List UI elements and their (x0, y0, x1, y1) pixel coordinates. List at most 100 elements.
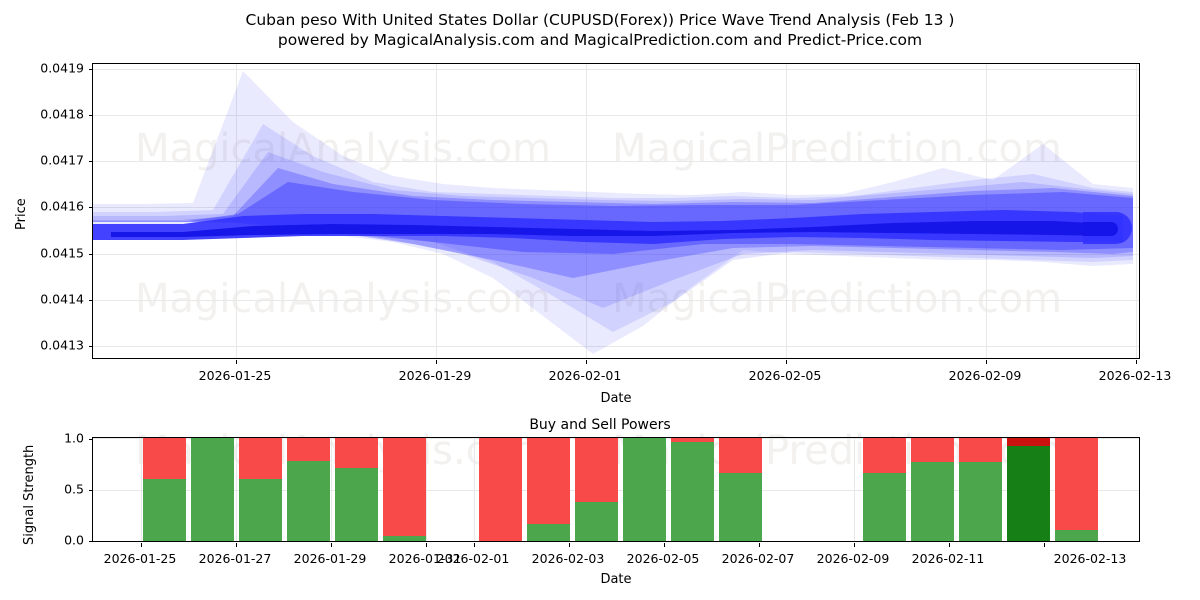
signal-xtick-label: 2026-02-05 (626, 551, 700, 566)
xtick-mark (759, 543, 760, 547)
xtick-mark (986, 360, 987, 364)
sell-segment (287, 438, 330, 461)
xtick-mark (1044, 543, 1045, 547)
price-xtick-label: 2026-02-01 (548, 368, 622, 383)
price-ytick-label: 0.0417 (40, 152, 84, 168)
sell-segment (335, 438, 378, 468)
price-ytick-label: 0.0413 (40, 337, 84, 353)
xtick-mark (664, 543, 665, 547)
price-ytick-label: 0.0419 (40, 60, 84, 76)
gridline-vertical (141, 438, 142, 541)
figure-title: Cuban peso With United States Dollar (CU… (0, 10, 1200, 50)
wave-band-deep-core (111, 221, 1113, 237)
ytick-mark (89, 490, 93, 491)
price-xtick-label: 2026-01-25 (198, 368, 272, 383)
xtick-mark (426, 543, 427, 547)
signal-yaxis-title: Signal Strength (22, 444, 37, 545)
sell-segment (959, 438, 1002, 462)
gridline-vertical (474, 438, 475, 541)
xtick-mark (949, 543, 950, 547)
gridline-horizontal (93, 254, 1139, 255)
gridline-horizontal (93, 346, 1139, 347)
signal-xtick-label: 2026-02-03 (531, 551, 605, 566)
sell-segment (575, 438, 618, 502)
signal-bar (239, 438, 282, 541)
signal-bar (191, 438, 234, 541)
price-xaxis-title: Date (600, 391, 632, 406)
sell-segment (1007, 438, 1050, 447)
sell-segment (527, 438, 570, 524)
xtick-mark (786, 360, 787, 364)
signal-xtick-label: 2026-01-29 (293, 551, 367, 566)
gridline-vertical (786, 64, 787, 358)
gridline-horizontal (93, 69, 1139, 70)
buy-segment (1055, 529, 1098, 541)
xtick-mark (474, 543, 475, 547)
signal-plot-area (93, 438, 1139, 541)
signal-bar (863, 438, 906, 541)
buy-segment (143, 479, 186, 541)
xtick-mark (331, 543, 332, 547)
price-yaxis-title: Price (14, 198, 29, 230)
buy-segment (1007, 446, 1050, 541)
xtick-mark (141, 543, 142, 547)
sell-segment (143, 438, 186, 480)
signal-xtick-label: 2026-02-07 (721, 551, 795, 566)
ytick-mark (89, 300, 93, 301)
price-xtick-label: 2026-02-05 (748, 368, 822, 383)
buy-segment (287, 460, 330, 541)
signal-chart-axes (89, 437, 1140, 547)
signal-bar (479, 438, 522, 541)
buy-segment (863, 473, 906, 541)
price-xtick-label: 2026-02-09 (948, 368, 1022, 383)
buy-segment (911, 461, 954, 541)
signal-bar (287, 438, 330, 541)
signal-bar (1055, 438, 1098, 541)
figure-title-line1: Cuban peso With United States Dollar (CU… (245, 11, 955, 29)
ytick-mark (89, 69, 93, 70)
signal-bar (719, 438, 762, 541)
ytick-mark (89, 346, 93, 347)
gridline-vertical (236, 438, 237, 541)
signal-xaxis-title: Date (600, 572, 632, 587)
price-wave-bands (93, 71, 1133, 354)
signal-xtick-label: 2026-01-25 (103, 551, 177, 566)
ytick-mark (89, 207, 93, 208)
gridline-vertical (436, 64, 437, 358)
gridline-vertical (426, 438, 427, 541)
buy-segment (719, 473, 762, 541)
xtick-mark (236, 543, 237, 547)
sell-segment (863, 438, 906, 473)
gridline-horizontal (93, 300, 1139, 301)
sell-segment (1055, 438, 1098, 530)
signal-xtick-label: 2026-01-27 (198, 551, 272, 566)
gridline-vertical (586, 64, 587, 358)
gridline-vertical (854, 438, 855, 541)
gridline-horizontal (93, 161, 1139, 162)
xtick-mark (586, 360, 587, 364)
signal-bar (575, 438, 618, 541)
buy-segment (383, 535, 426, 541)
signal-bar (143, 438, 186, 541)
signal-bar (383, 438, 426, 541)
signal-bar (911, 438, 954, 541)
sell-segment (239, 438, 282, 480)
signal-bar (959, 438, 1002, 541)
signal-xtick-label: 2026-01-31 (388, 551, 462, 566)
ytick-mark (89, 439, 93, 440)
wave-end-cap-core (1083, 222, 1118, 236)
gridline-horizontal (93, 115, 1139, 116)
signal-bar (671, 438, 714, 541)
xtick-mark (854, 543, 855, 547)
price-ytick-label: 0.0418 (40, 106, 84, 122)
signal-bar (527, 438, 570, 541)
signal-xtick-label: 2026-02-13 (1053, 551, 1127, 566)
ytick-mark (89, 161, 93, 162)
signal-bar (623, 438, 666, 541)
ytick-mark (89, 254, 93, 255)
price-ytick-label: 0.0414 (40, 291, 84, 307)
buy-segment (191, 438, 234, 541)
buy-segment (959, 461, 1002, 541)
ytick-mark (89, 115, 93, 116)
